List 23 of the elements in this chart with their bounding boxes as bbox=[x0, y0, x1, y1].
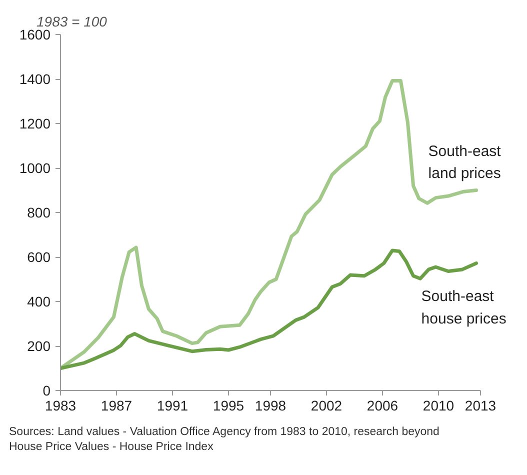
x-tick-label: 2010 bbox=[422, 398, 454, 414]
series-label: South-east house prices bbox=[421, 288, 506, 328]
x-tick-label: 1991 bbox=[156, 398, 188, 414]
x-tick-label: 1983 bbox=[44, 398, 76, 414]
y-tick-label: 1400 bbox=[19, 71, 51, 87]
y-tick-label: 1000 bbox=[19, 160, 51, 176]
y-tick-label: 400 bbox=[27, 294, 51, 310]
y-tick-label: 600 bbox=[27, 249, 51, 265]
x-tick-label: 2006 bbox=[366, 398, 398, 414]
x-tick-label: 1998 bbox=[254, 398, 286, 414]
y-tick-label: 800 bbox=[27, 204, 51, 220]
series-label: South-east land prices bbox=[428, 143, 502, 182]
y-tick-label: 1600 bbox=[19, 26, 51, 42]
y-axis-title: 1983 = 100 bbox=[36, 14, 108, 30]
x-tick-label: 1987 bbox=[100, 398, 132, 414]
y-tick-label: 1200 bbox=[19, 116, 51, 132]
x-tick-label: 2013 bbox=[464, 398, 496, 414]
x-tick-label: 1995 bbox=[212, 398, 244, 414]
y-tick-label: 0 bbox=[42, 382, 51, 398]
text: House Price Values - House Price Index bbox=[9, 440, 214, 453]
y-tick-label: 200 bbox=[27, 338, 51, 354]
source-note: Sources: Land values - Valuation Office Agency from 1983 to 2010, research beyond bbox=[9, 426, 440, 438]
x-tick-label: 2002 bbox=[310, 398, 342, 414]
